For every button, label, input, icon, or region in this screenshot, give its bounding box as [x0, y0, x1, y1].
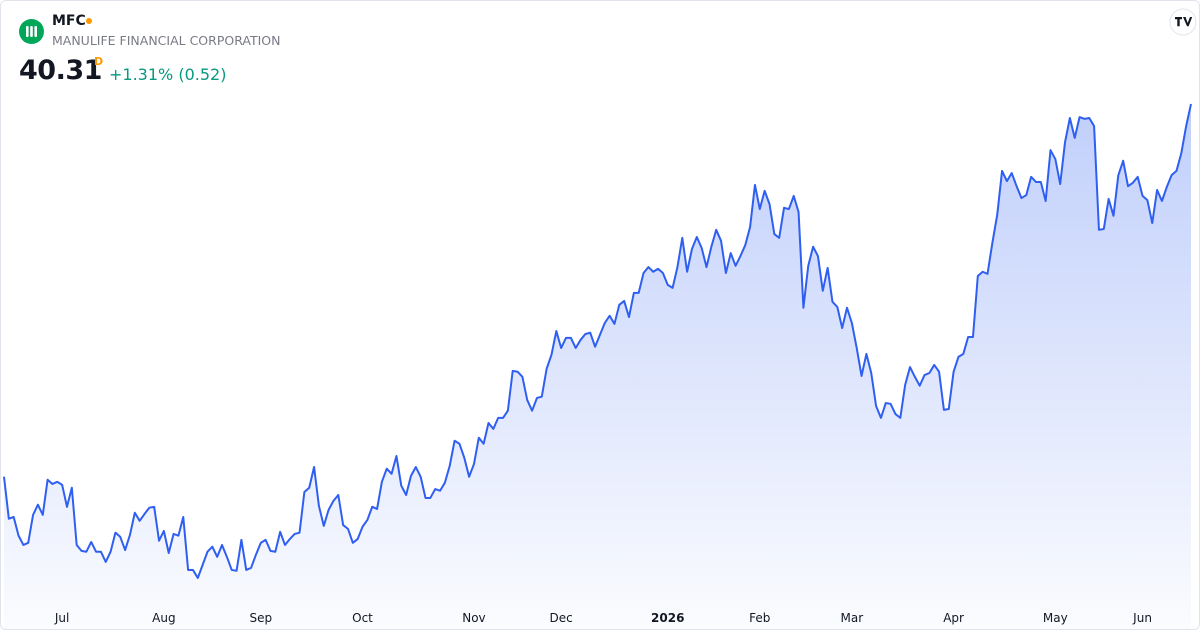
- price: 40.31: [19, 55, 102, 86]
- x-tick-label: Jun: [1132, 611, 1152, 625]
- x-tick-label: Mar: [841, 611, 864, 625]
- x-tick-label: Dec: [550, 611, 573, 625]
- interval: D: [94, 55, 104, 68]
- status-dot: [86, 18, 92, 24]
- x-tick-label: Oct: [352, 611, 373, 625]
- x-tick-label: Apr: [943, 611, 964, 625]
- x-tick-label: Aug: [152, 611, 175, 625]
- logo: [19, 19, 44, 44]
- company-name: MANULIFE FINANCIAL CORPORATION: [52, 33, 281, 48]
- x-tick-label: Sep: [249, 611, 272, 625]
- area-fill: [4, 104, 1191, 629]
- change: +1.31% (0.52): [109, 65, 227, 84]
- x-tick-label: May: [1043, 611, 1068, 625]
- x-tick-label: Jul: [54, 611, 69, 625]
- x-tick-label: Nov: [462, 611, 485, 625]
- x-tick-label: 2026: [651, 611, 684, 625]
- symbol: MFC: [52, 13, 86, 29]
- price-line: [3, 103, 1192, 579]
- tv-logo[interactable]: [1169, 8, 1197, 36]
- x-tick-label: Feb: [749, 611, 770, 625]
